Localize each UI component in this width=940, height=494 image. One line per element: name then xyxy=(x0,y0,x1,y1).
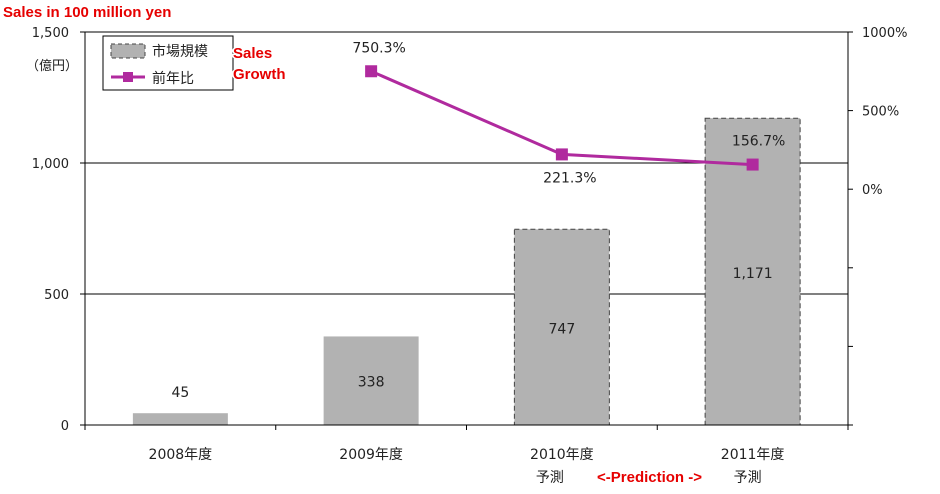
right-tick-label: 500% xyxy=(862,105,899,120)
left-tick-label: 1,500 xyxy=(32,26,69,41)
growth-marker xyxy=(365,65,378,78)
left-axis-unit: （億円） xyxy=(26,58,78,74)
growth-value-label: 156.7% xyxy=(732,134,785,150)
growth-value-label: 221.3% xyxy=(543,170,596,186)
bar xyxy=(323,336,419,425)
bar-value-label: 747 xyxy=(549,321,576,337)
category-label: 2010年度 xyxy=(530,447,594,463)
axes: 0 500 1,000 1,500 0% 500% 1000% xyxy=(32,26,908,434)
right-tick-label: 1000% xyxy=(862,26,907,41)
left-tick-label: 500 xyxy=(44,288,69,303)
bars xyxy=(132,117,801,426)
data-labels: 45 338 747 1,171 750.3% 221.3% 156.7% xyxy=(171,40,785,401)
bar xyxy=(132,413,228,425)
growth-value-label: 750.3% xyxy=(352,40,405,56)
category-sublabel: 予測 xyxy=(536,470,564,486)
annotation-sales: Sales xyxy=(233,45,272,62)
legend-line-label: 前年比 xyxy=(152,70,194,87)
left-tick-label: 1,000 xyxy=(32,157,69,172)
category-sublabel: 予測 xyxy=(734,470,762,486)
growth-marker xyxy=(746,158,759,171)
legend: 市場規模 前年比 xyxy=(102,35,234,91)
legend-bar-swatch xyxy=(110,43,146,59)
bar-value-label: 338 xyxy=(358,374,385,390)
right-tick-label: 0% xyxy=(862,183,883,198)
category-label: 2009年度 xyxy=(339,447,403,463)
legend-bar-label: 市場規模 xyxy=(152,43,208,60)
legend-line-marker xyxy=(123,72,133,82)
annotation-title: Sales in 100 million yen xyxy=(3,4,171,21)
category-label: 2008年度 xyxy=(149,447,213,463)
category-label: 2011年度 xyxy=(721,447,785,463)
bar-value-label: 1,171 xyxy=(733,266,773,282)
bar-value-label: 45 xyxy=(171,385,189,401)
left-tick-label: 0 xyxy=(61,419,69,434)
annotation-prediction: <-Prediction -> xyxy=(597,469,702,486)
growth-marker xyxy=(555,148,568,161)
bar xyxy=(513,228,610,426)
annotation-growth: Growth xyxy=(233,66,286,83)
growth-line xyxy=(365,65,759,171)
